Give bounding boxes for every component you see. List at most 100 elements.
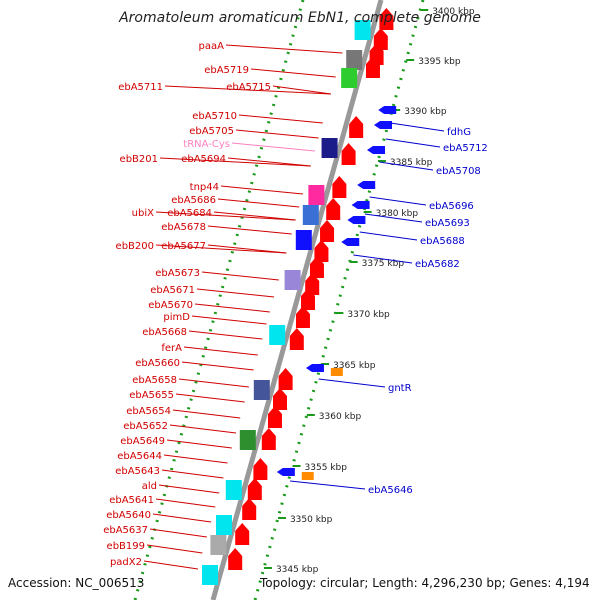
left-gene-label: ferA [161, 343, 182, 354]
left-gene-label: ebA5640 [106, 510, 151, 521]
left-gene-label: ebA5711 [118, 82, 163, 93]
left-label-leader [158, 484, 220, 494]
reverse-gene-arrow [351, 201, 370, 209]
forward-gene-arrow [289, 328, 304, 350]
scale-tick-label: 3355 kbp [305, 463, 348, 473]
right-gene-label: fdhG [447, 127, 471, 138]
forward-gene-arrow [235, 523, 250, 545]
left-label-leader [207, 244, 287, 254]
scale-tick-label: 3365 kbp [333, 361, 376, 371]
left-label-leader [225, 44, 343, 54]
scale-tick-label: 3350 kbp [290, 515, 333, 525]
right-gene-label: ebA5682 [415, 259, 460, 270]
reverse-gene-arrow [341, 238, 360, 246]
left-gene-label: ebA5705 [189, 126, 234, 137]
scale-tick-label: 3400 kbp [432, 7, 475, 17]
genome-summary-text: Topology: circular; Length: 4,296,230 bp… [260, 576, 590, 590]
left-gene-label: ebA5684 [167, 208, 212, 219]
right-label-leader [364, 213, 423, 223]
left-label-leader [181, 361, 254, 371]
cds-box [225, 480, 242, 500]
right-label-leader [379, 161, 434, 171]
left-label-leader [159, 157, 311, 167]
left-gene-label: ebA5719 [204, 65, 249, 76]
forward-gene-arrow [365, 56, 380, 78]
cds-box [346, 50, 363, 70]
left-label-leader [238, 114, 323, 124]
cds-box [284, 270, 301, 290]
left-label-leader [149, 528, 207, 538]
left-gene-label: ubiX [132, 208, 154, 219]
left-label-leader [143, 560, 198, 570]
left-label-leader [172, 409, 241, 419]
scale-tick-label: 3375 kbp [362, 259, 405, 269]
cds-box [295, 230, 312, 250]
reverse-gene-arrow [378, 106, 397, 114]
reverse-gene-arrow [374, 121, 392, 129]
forward-gene-arrow [349, 116, 364, 138]
cds-box [302, 205, 319, 225]
cds-box [239, 430, 256, 450]
left-gene-label: ebA5644 [117, 451, 162, 462]
forward-gene-arrow [341, 143, 356, 165]
right-gene-label: ebA5696 [429, 201, 474, 212]
left-gene-label: ald [142, 481, 157, 492]
left-gene-label: paaA [199, 41, 225, 52]
cds-box [210, 535, 227, 555]
left-label-leader [188, 330, 263, 340]
left-gene-label: ebA5694 [181, 154, 226, 165]
cds-box [216, 515, 232, 535]
reverse-gene-arrow [305, 364, 324, 372]
reverse-gene-arrow [367, 146, 385, 154]
left-label-leader [196, 288, 275, 298]
forward-gene-arrow [314, 240, 329, 262]
left-gene-label: ebB201 [120, 154, 158, 165]
left-gene-label: ebA5670 [148, 300, 193, 311]
cds-box [341, 68, 358, 88]
right-label-leader [290, 480, 366, 490]
left-label-leader [152, 513, 212, 523]
forward-gene-arrow [379, 8, 394, 30]
right-label-leader [353, 254, 413, 264]
left-gene-label: ebA5658 [132, 375, 177, 386]
left-gene-label: ebA5643 [115, 466, 160, 477]
left-gene-label: ebA5710 [192, 111, 237, 122]
cds-box [202, 565, 218, 585]
forward-gene-arrow [247, 478, 262, 500]
right-label-leader [318, 378, 386, 388]
right-label-leader [369, 196, 427, 206]
right-gene-label: ebA5646 [368, 485, 413, 496]
right-gene-label: gntR [388, 383, 412, 394]
cds-box [308, 185, 325, 205]
forward-gene-arrow [295, 306, 310, 328]
forward-gene-arrow [267, 406, 282, 428]
left-gene-label: ebA5649 [120, 436, 165, 447]
reverse-gene-arrow [347, 216, 366, 224]
scale-tick-label: 3345 kbp [276, 565, 319, 575]
left-label-leader [146, 544, 203, 554]
left-label-leader [250, 68, 336, 78]
right-gene-label: ebA5688 [420, 236, 465, 247]
right-gene-label: ebA5693 [425, 218, 470, 229]
forward-gene-arrow [320, 220, 335, 242]
left-gene-label: pimD [163, 312, 190, 323]
right-gene-label: ebA5708 [436, 166, 481, 177]
left-label-leader [155, 211, 296, 221]
scale-tick-label: 3390 kbp [404, 107, 447, 117]
forward-gene-arrow [261, 428, 276, 450]
forward-gene-arrow [332, 176, 347, 198]
cds-box [253, 380, 270, 400]
left-gene-label: ebB199 [107, 541, 145, 552]
right-gene-label: ebA5712 [443, 143, 488, 154]
left-label-leader [169, 424, 237, 434]
left-label-leader [194, 303, 270, 313]
left-gene-label: ebA5715 [226, 82, 271, 93]
left-label-leader [178, 378, 249, 388]
map-title: Aromatoleum aromaticum EbN1, complete ge… [119, 10, 481, 26]
left-label-leader [272, 85, 331, 95]
right-label-leader [385, 138, 441, 148]
reverse-gene-arrow [357, 181, 376, 189]
cds-box [321, 138, 338, 158]
left-gene-label: ebA5660 [135, 358, 180, 369]
